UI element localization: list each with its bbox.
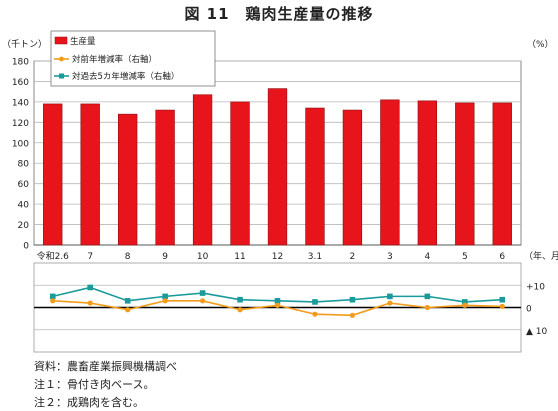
y-tick-label: 60 (18, 180, 30, 190)
five-year-rate-point (499, 296, 506, 303)
y-tick-label: 20 (18, 221, 30, 231)
yoy-rate-point (349, 312, 356, 318)
y-axis-left-label: （千トン） (2, 39, 47, 50)
x-tick-label: 3 (387, 252, 393, 262)
y-tick-label: 100 (12, 139, 29, 149)
x-tick-label: 5 (462, 252, 468, 262)
legend-swatch-marker (59, 73, 64, 79)
five-year-rate-point (462, 299, 468, 305)
five-year-rate-point (349, 296, 356, 303)
y-tick-label: 80 (18, 160, 30, 170)
legend-swatch-bar (54, 36, 68, 45)
x-tick-label: 4 (424, 252, 430, 262)
yoy-rate-point (199, 298, 206, 304)
y-tick-label-right: 0 (526, 305, 532, 315)
yoy-rate-point (424, 304, 430, 311)
legend (50, 30, 216, 87)
bar (455, 102, 475, 246)
x-tick-label: 9 (162, 252, 168, 262)
yoy-rate-point (50, 298, 56, 304)
x-tick-label: 12 (272, 252, 283, 262)
five-year-rate-point (312, 299, 318, 305)
y-tick-label: 0 (23, 242, 29, 252)
yoy-rate-point (462, 302, 468, 308)
y-tick-label-right: ▲ 10 (526, 327, 548, 337)
legend-swatch-marker (59, 56, 64, 62)
y-tick-label: 120 (12, 119, 29, 129)
bar (417, 100, 438, 246)
note-2: 注２：成鶏肉を含む。 (34, 396, 144, 409)
legend-label: 対前年増減率（右軸） (72, 54, 157, 65)
x-tick-label: 6 (499, 252, 505, 262)
x-tick-label: 2 (350, 252, 356, 262)
bar (267, 88, 288, 246)
bar (117, 113, 138, 246)
five-year-rate-point (87, 284, 93, 291)
five-year-rate-point (424, 293, 431, 300)
y-tick-label: 180 (12, 58, 29, 68)
bar (80, 103, 100, 246)
yoy-rate-point (87, 300, 93, 306)
legend-label: 生産量 (70, 36, 96, 47)
bar (492, 102, 512, 246)
y-axis-right-label: （%） (527, 39, 554, 50)
y-tick-label: 40 (18, 201, 30, 211)
x-axis-label: （年、月） (524, 250, 558, 262)
y-tick-label: 140 (12, 98, 29, 108)
x-tick-label: 3.1 (308, 252, 322, 262)
bar (380, 99, 400, 246)
bar (155, 109, 175, 246)
source-note: 資料：農畜産業振興機構調べ (34, 360, 177, 373)
x-tick-label: 11 (234, 252, 245, 262)
bar (342, 109, 363, 246)
yoy-rate-point (162, 298, 168, 304)
five-year-rate-point (124, 298, 131, 304)
bar (305, 107, 325, 246)
five-year-rate-point (162, 293, 168, 300)
bar (230, 101, 250, 246)
y-tick-label-right: +10 (526, 282, 545, 292)
five-year-rate-point (237, 296, 243, 303)
y-tick-label: 160 (12, 78, 29, 88)
bar (43, 103, 63, 246)
x-tick-label: 7 (87, 252, 93, 262)
x-tick-label: 10 (197, 252, 209, 262)
five-year-rate-point (49, 293, 56, 300)
five-year-rate-point (387, 293, 393, 300)
bar (192, 94, 213, 246)
note-1: 注１：骨付き肉ベース。 (34, 378, 155, 391)
x-tick-label: 令和2.6 (37, 250, 70, 262)
five-year-rate-point (274, 298, 281, 304)
yoy-rate-point (274, 302, 281, 308)
yoy-rate-point (237, 307, 243, 313)
yoy-rate-point (499, 303, 505, 309)
x-tick-label: 8 (125, 252, 131, 262)
chart-title: 図 11 鶏肉生産量の推移 (184, 5, 374, 23)
yoy-rate-point (312, 311, 318, 317)
yoy-rate-point (125, 307, 131, 313)
yoy-rate-point (387, 300, 393, 306)
legend-label: 対過去5カ年増減率（右軸） (72, 71, 179, 82)
five-year-rate-point (199, 290, 206, 296)
